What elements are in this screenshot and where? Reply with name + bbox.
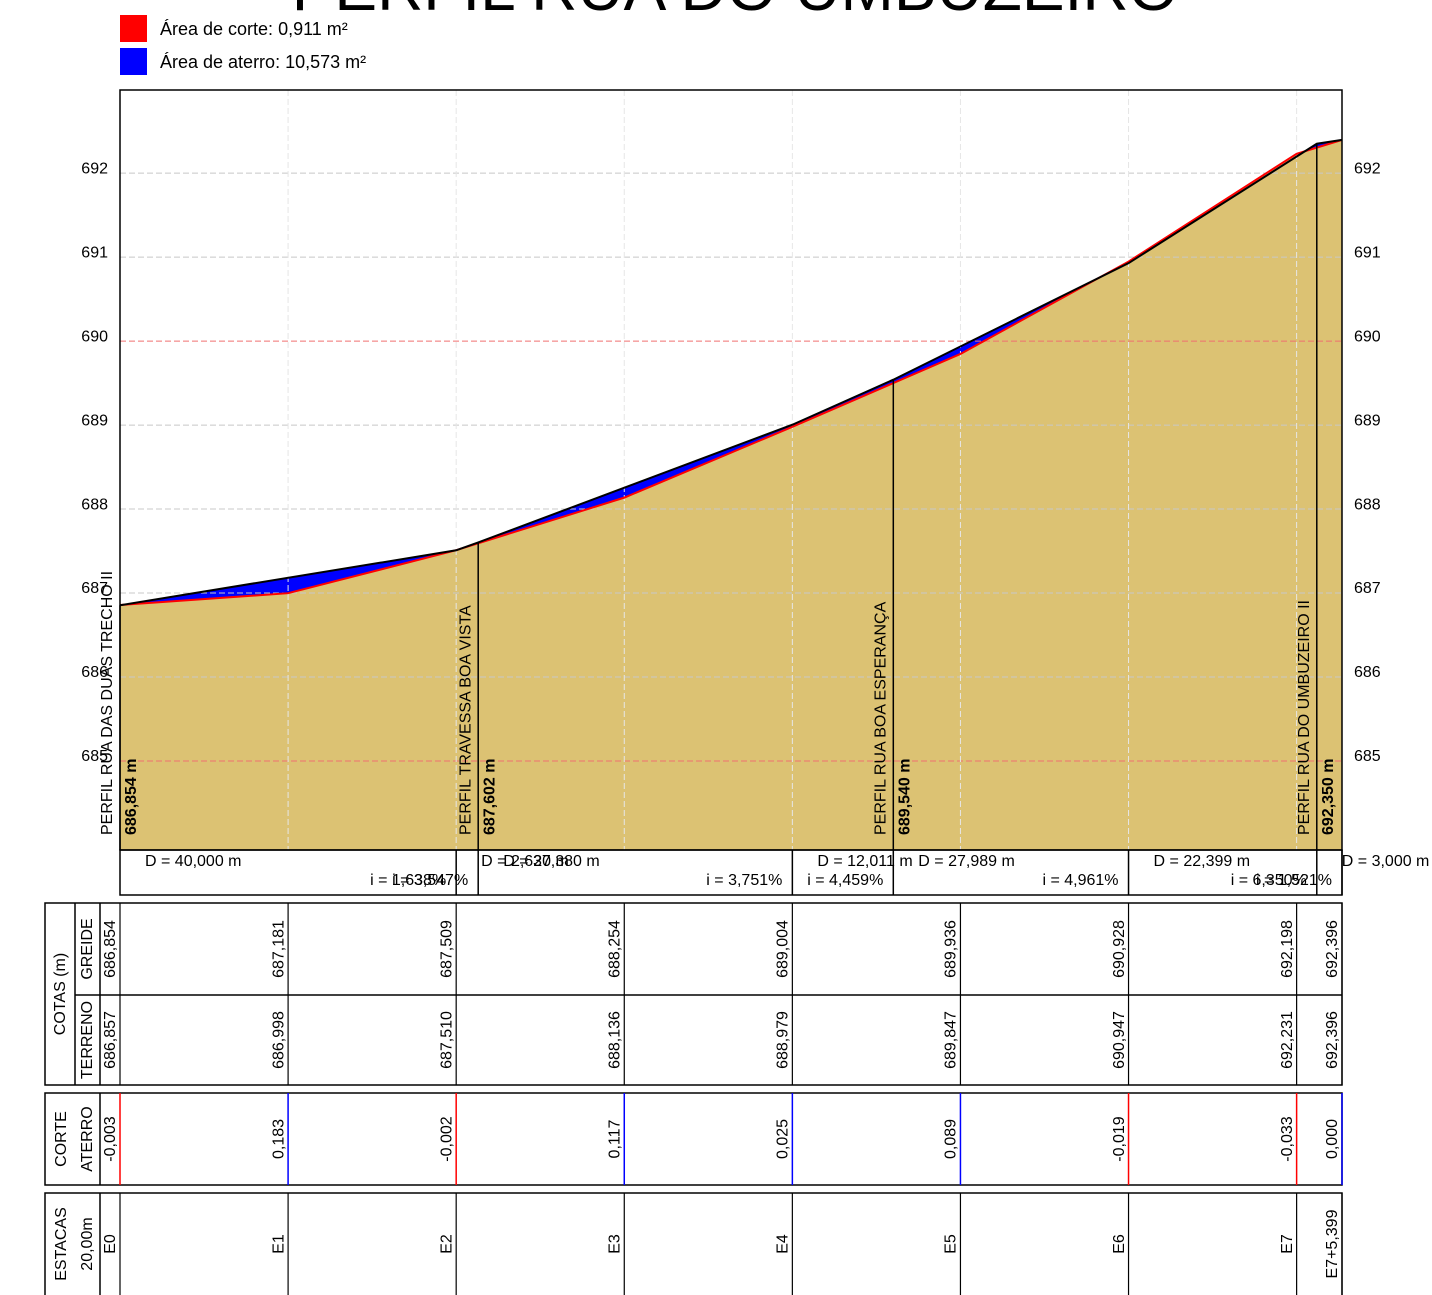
cut-fill-value: 0,183 — [270, 1119, 287, 1159]
station-label: E1 — [270, 1234, 287, 1254]
legend-label: Área de aterro: 10,573 m² — [160, 52, 366, 72]
chart-title: PERFIL RUA DO UMBUZEIRO — [292, 0, 1179, 24]
header-label: CORTE — [53, 1111, 70, 1167]
terrain-line — [119, 138, 1343, 607]
crossing-label: PERFIL TRAVESSA BOA VISTA — [457, 605, 474, 835]
terrain-value: 690,947 — [1111, 1011, 1128, 1069]
station-label: E4 — [775, 1234, 792, 1254]
terrain-value: 686,998 — [270, 1011, 287, 1069]
y-tick-label: 688 — [81, 496, 108, 513]
y-tick-label-right: 691 — [1354, 244, 1381, 261]
cotas-box — [44, 902, 1343, 1086]
station-label: E6 — [1111, 1234, 1128, 1254]
greide-value: 688,254 — [606, 920, 623, 978]
terrain-value: 689,847 — [943, 1011, 960, 1069]
crossing-label: PERFIL RUA DO UMBUZEIRO II — [1296, 600, 1313, 835]
segment-slope: i = 4,961% — [1042, 872, 1118, 889]
crossing-value: 686,854 m — [123, 758, 140, 835]
segment-length: D = 40,000 m — [145, 853, 242, 870]
y-tick-label-right: 692 — [1354, 160, 1381, 177]
cut-fill-value: -0,003 — [102, 1116, 119, 1161]
stations-box — [44, 1192, 1343, 1295]
crossing-label: PERFIL RUA DAS DUAS TRECHO II — [99, 571, 116, 835]
segment-length: D = 37,380 m — [503, 853, 600, 870]
y-tick-label-right: 688 — [1354, 496, 1381, 513]
greide-value: 686,854 — [102, 920, 119, 978]
segment-length: D = 22,399 m — [1154, 853, 1251, 870]
y-tick-label-right: 689 — [1354, 412, 1381, 429]
cut-fill-value: -0,019 — [1111, 1116, 1128, 1161]
legend-swatch — [120, 15, 147, 42]
station-label: E7+5,399 — [1324, 1209, 1341, 1278]
y-tick-label-right: 690 — [1354, 328, 1381, 345]
cut-fill-value: -0,002 — [438, 1116, 455, 1161]
header-label: COTAS (m) — [52, 953, 69, 1035]
y-tick-label-right: 685 — [1354, 748, 1381, 765]
header-label: ATERRO — [79, 1106, 96, 1171]
greide-value: 690,928 — [1111, 920, 1128, 978]
legend-label: Área de corte: 0,911 m² — [160, 19, 348, 39]
segment-length: D = 27,989 m — [918, 853, 1015, 870]
terrain-value: 687,510 — [438, 1011, 455, 1069]
cut-fill-value: 0,000 — [1324, 1119, 1341, 1159]
segment-slope: i = 4,459% — [807, 872, 883, 889]
y-tick-label-right: 686 — [1354, 664, 1381, 681]
terrain-value: 692,396 — [1324, 1011, 1341, 1069]
greide-value: 687,181 — [270, 920, 287, 978]
header-label: 20,00m — [79, 1217, 96, 1270]
greide-value: 689,936 — [943, 920, 960, 978]
y-tick-label: 690 — [81, 328, 108, 345]
station-label: E0 — [102, 1234, 119, 1254]
terrain-value: 686,857 — [102, 1011, 119, 1069]
y-tick-label-right: 687 — [1354, 580, 1381, 597]
segment-length: D = 3,000 m — [1342, 853, 1430, 870]
segment-length: D = 2,620 m — [481, 853, 569, 870]
segment-slope: i = 1,638% — [370, 872, 446, 889]
terrain-area — [120, 139, 1342, 850]
terrain-value: 688,136 — [606, 1011, 623, 1069]
segment-slope: i = 6,350% — [1231, 872, 1307, 889]
segment-slope: i = 3,751% — [706, 872, 782, 889]
crossing-value: 689,540 m — [897, 758, 914, 835]
segment-slope: i = 1,521% — [1256, 872, 1332, 889]
station-label: E5 — [943, 1234, 960, 1254]
station-label: E7 — [1279, 1234, 1296, 1254]
y-tick-label: 686 — [81, 664, 108, 681]
cut-fill-value: 0,117 — [606, 1119, 623, 1158]
y-tick-label: 687 — [81, 580, 108, 597]
greide-value: 692,396 — [1324, 920, 1341, 978]
station-label: E2 — [438, 1234, 455, 1254]
y-tick-label: 685 — [81, 748, 108, 765]
greide-value: 692,198 — [1279, 920, 1296, 978]
legend-swatch — [120, 48, 147, 75]
segment-length: D = 12,011 m — [817, 853, 912, 870]
crossing-label: PERFIL RUA BOA ESPERANÇA — [873, 601, 890, 835]
terrain-value: 688,979 — [775, 1011, 792, 1069]
greide-line — [119, 138, 1343, 607]
cut-fill-value: 0,089 — [943, 1119, 960, 1159]
header-label: GREIDE — [79, 918, 96, 979]
greide-value: 687,509 — [438, 920, 455, 978]
y-tick-label: 689 — [81, 412, 108, 429]
header-label: TERRENO — [79, 1001, 96, 1079]
crossing-value: 692,350 m — [1320, 758, 1337, 835]
crossing-value: 687,602 m — [481, 758, 498, 835]
cut-fill-box — [44, 1092, 1343, 1186]
cut-fill-value: -0,033 — [1279, 1116, 1296, 1161]
y-tick-label: 691 — [81, 244, 108, 261]
greide-value: 689,004 — [775, 920, 792, 978]
cut-fill-value: 0,025 — [775, 1119, 792, 1159]
header-label: ESTACAS — [53, 1207, 70, 1281]
station-label: E3 — [606, 1234, 623, 1254]
y-tick-label: 692 — [81, 160, 108, 177]
terrain-value: 692,231 — [1279, 1011, 1296, 1069]
segment-slope: i = 3,547% — [392, 872, 468, 889]
